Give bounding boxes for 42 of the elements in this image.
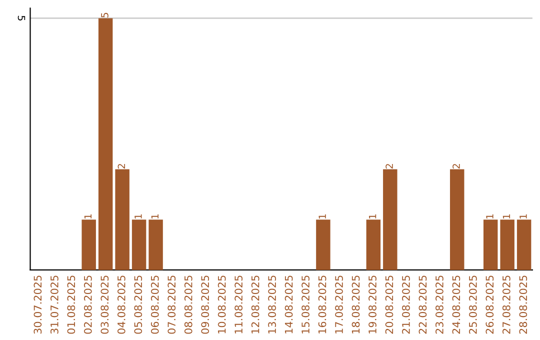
x-tick-label: 24.08.2025 <box>452 276 460 334</box>
x-tick-label: 02.08.2025 <box>84 276 92 334</box>
x-tick-label: 10.08.2025 <box>218 276 226 334</box>
data-label: 1 <box>84 214 92 219</box>
x-tick-label: 11.08.2025 <box>234 276 243 334</box>
data-label: 1 <box>520 214 527 219</box>
x-tick-label: 05.08.2025 <box>134 276 142 334</box>
x-tick-label: 18.08.2025 <box>352 276 360 334</box>
x-tick-label: 09.08.2025 <box>201 276 210 334</box>
x-tick-label: 31.07.2025 <box>50 276 58 334</box>
x-tick-label: 25.08.2025 <box>468 276 477 334</box>
data-label: 1 <box>502 214 510 219</box>
x-tick-label: 20.08.2025 <box>385 276 394 334</box>
data-label: 1 <box>151 214 158 219</box>
x-tick-label: 21.08.2025 <box>402 276 410 334</box>
x-tick-label: 14.08.2025 <box>284 276 293 334</box>
x-tick-label: 27.08.2025 <box>502 276 510 334</box>
x-tick-label: 16.08.2025 <box>318 276 326 334</box>
data-label: 1 <box>369 214 376 219</box>
x-tick-label: 04.08.2025 <box>117 276 126 334</box>
x-tick-label: 17.08.2025 <box>335 276 343 334</box>
x-tick-label: 15.08.2025 <box>302 276 310 334</box>
data-label: 5 <box>101 12 108 18</box>
x-tick-label: 13.08.2025 <box>268 276 276 334</box>
x-tick-label: 12.08.2025 <box>251 276 260 334</box>
data-label: 2 <box>452 164 460 169</box>
x-tick-label: 06.08.2025 <box>150 276 159 334</box>
x-tick-label: 30.07.2025 <box>34 276 42 334</box>
x-tick-label: 07.08.2025 <box>168 276 176 334</box>
data-label: 1 <box>134 214 142 219</box>
x-tick-label: 22.08.2025 <box>418 276 427 334</box>
data-label: 2 <box>386 164 393 169</box>
data-label: 2 <box>118 164 125 169</box>
x-tick-label: 01.08.2025 <box>67 276 76 334</box>
data-label: 1 <box>486 214 494 219</box>
data-label: 1 <box>318 214 326 219</box>
x-tick-label: 19.08.2025 <box>368 276 376 334</box>
x-tick-label: 03.08.2025 <box>100 276 109 334</box>
x-tick-label: 08.08.2025 <box>184 276 192 334</box>
x-tick-label: 23.08.2025 <box>436 276 444 334</box>
x-tick-label: 26.08.2025 <box>486 276 494 334</box>
x-tick-label: 28.08.2025 <box>519 276 528 334</box>
